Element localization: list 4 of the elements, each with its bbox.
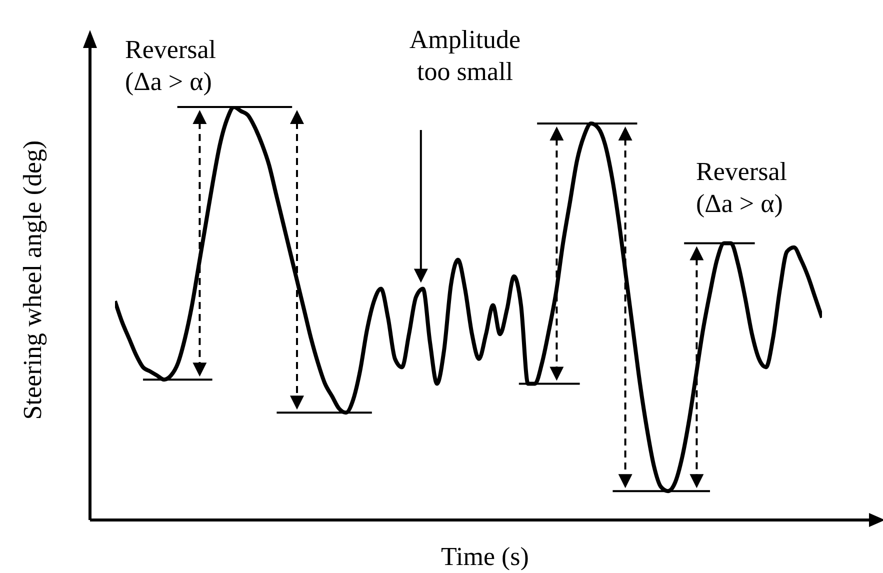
y-axis-title: Steering wheel angle (deg) xyxy=(18,140,48,420)
text: Amplitude too small xyxy=(409,25,521,86)
annotation: Reversal (Δa > α) xyxy=(696,157,787,218)
text: Reversal (Δa > α) xyxy=(125,35,216,96)
